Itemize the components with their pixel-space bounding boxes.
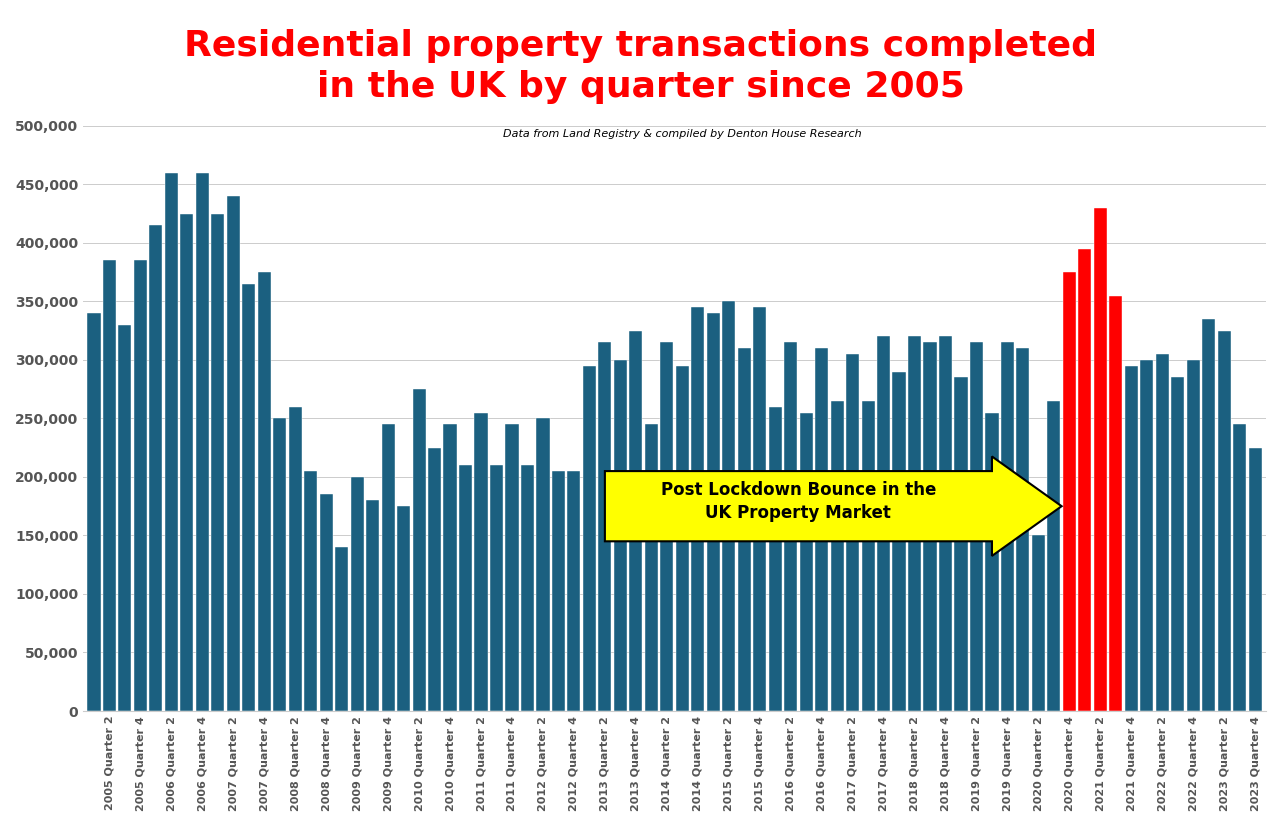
Bar (196, 173, 209, 711)
Bar (537, 419, 550, 711)
Bar (598, 342, 611, 711)
Bar (644, 425, 658, 711)
Bar (320, 495, 333, 711)
Bar (660, 342, 674, 711)
Bar (1218, 330, 1231, 711)
Bar (165, 173, 178, 711)
Bar (1186, 360, 1200, 711)
Bar (474, 412, 488, 711)
Bar (397, 506, 410, 711)
Bar (242, 284, 255, 711)
Bar (1109, 296, 1122, 711)
Bar (552, 471, 565, 711)
Bar (1048, 401, 1061, 711)
Bar (738, 349, 751, 711)
Bar (970, 342, 983, 711)
Bar (722, 301, 735, 711)
Bar (87, 313, 100, 711)
Bar (366, 501, 379, 711)
Bar (924, 342, 936, 711)
Bar (351, 477, 364, 711)
Bar (133, 260, 147, 711)
Bar (799, 412, 812, 711)
Bar (1249, 448, 1262, 711)
Bar (1031, 535, 1045, 711)
Bar (769, 406, 781, 711)
Bar (257, 272, 270, 711)
Bar (815, 349, 829, 711)
Bar (1202, 319, 1216, 711)
Bar (845, 354, 860, 711)
Bar (567, 471, 580, 711)
Bar (1125, 366, 1138, 711)
Bar (1140, 360, 1153, 711)
Bar (1234, 425, 1246, 711)
Bar (336, 547, 348, 711)
Bar (1000, 342, 1015, 711)
Bar (1063, 272, 1076, 711)
Bar (954, 377, 967, 711)
Bar (412, 389, 425, 711)
Bar (1094, 208, 1107, 711)
Bar (1079, 249, 1091, 711)
Text: in the UK by quarter since 2005: in the UK by quarter since 2005 (316, 70, 965, 104)
Bar (181, 214, 193, 711)
Bar (614, 360, 626, 711)
Bar (784, 342, 797, 711)
Bar (692, 307, 705, 711)
Bar (1155, 354, 1168, 711)
Bar (1016, 349, 1030, 711)
Bar (506, 425, 519, 711)
Bar (304, 471, 318, 711)
Bar (211, 214, 224, 711)
Bar (908, 336, 921, 711)
Bar (288, 406, 302, 711)
Bar (102, 260, 117, 711)
Bar (583, 366, 596, 711)
Bar (443, 425, 456, 711)
Text: Post Lockdown Bounce in the
UK Property Market: Post Lockdown Bounce in the UK Property … (661, 481, 936, 522)
Bar (830, 401, 844, 711)
Bar (939, 336, 952, 711)
Bar (382, 425, 395, 711)
Bar (428, 448, 441, 711)
Bar (489, 465, 503, 711)
Bar (629, 330, 643, 711)
FancyArrow shape (605, 457, 1062, 556)
Bar (707, 313, 720, 711)
Bar (675, 366, 689, 711)
Bar (150, 225, 163, 711)
Bar (273, 419, 287, 711)
Bar (118, 325, 132, 711)
Text: Residential property transactions completed: Residential property transactions comple… (184, 29, 1097, 63)
Bar (893, 372, 906, 711)
Bar (985, 412, 998, 711)
Bar (521, 465, 534, 711)
Bar (459, 465, 473, 711)
Bar (1171, 377, 1185, 711)
Bar (862, 401, 875, 711)
Bar (753, 307, 766, 711)
Text: Data from Land Registry & compiled by Denton House Research: Data from Land Registry & compiled by De… (503, 130, 862, 140)
Bar (227, 196, 240, 711)
Bar (877, 336, 890, 711)
